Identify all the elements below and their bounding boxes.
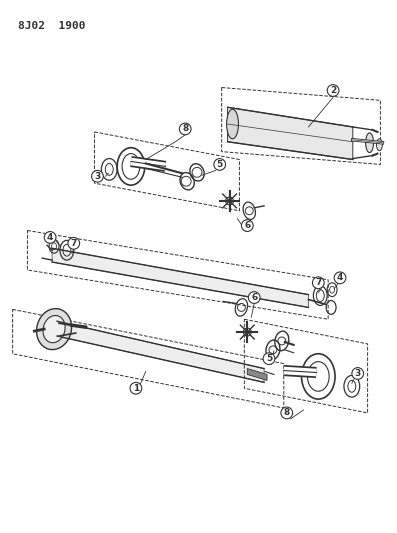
Polygon shape bbox=[52, 248, 308, 308]
Ellipse shape bbox=[376, 139, 382, 151]
Polygon shape bbox=[247, 368, 267, 381]
Text: 1: 1 bbox=[133, 384, 139, 393]
Ellipse shape bbox=[366, 133, 374, 152]
Text: 7: 7 bbox=[71, 239, 77, 248]
Text: 8J02  1900: 8J02 1900 bbox=[17, 21, 85, 31]
Text: 5: 5 bbox=[266, 354, 272, 363]
Text: 6: 6 bbox=[251, 293, 257, 302]
Polygon shape bbox=[57, 321, 264, 382]
Text: 4: 4 bbox=[337, 273, 343, 282]
Ellipse shape bbox=[37, 309, 71, 350]
Text: 6: 6 bbox=[244, 221, 251, 230]
Text: 5: 5 bbox=[217, 160, 223, 169]
Ellipse shape bbox=[227, 109, 239, 139]
Text: 7: 7 bbox=[315, 278, 322, 287]
Text: 2: 2 bbox=[330, 86, 336, 95]
Circle shape bbox=[225, 197, 233, 205]
Text: 4: 4 bbox=[47, 233, 53, 242]
Text: 3: 3 bbox=[355, 369, 361, 378]
Ellipse shape bbox=[43, 316, 65, 343]
Circle shape bbox=[243, 328, 251, 336]
Text: 8: 8 bbox=[182, 124, 188, 133]
Text: 8: 8 bbox=[283, 408, 290, 417]
Polygon shape bbox=[227, 107, 353, 159]
Text: 3: 3 bbox=[94, 172, 100, 181]
